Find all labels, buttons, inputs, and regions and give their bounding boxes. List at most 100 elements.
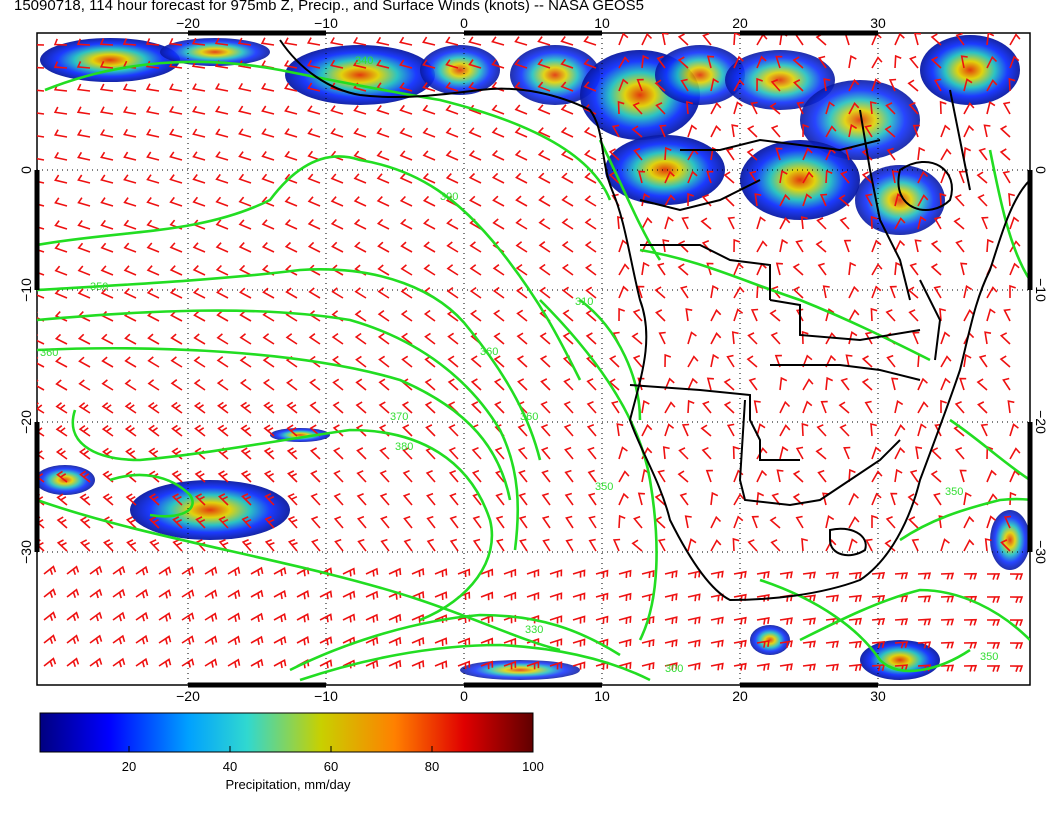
wind-barb <box>333 447 344 460</box>
wind-barb <box>940 148 952 161</box>
wind-barb <box>825 640 839 649</box>
wind-barb <box>871 514 878 528</box>
wind-barb <box>564 492 574 506</box>
wind-barb <box>469 195 482 207</box>
wind-barb <box>468 127 482 138</box>
wind-barb <box>215 196 229 207</box>
wind-barb <box>123 151 137 161</box>
wind-barb <box>586 378 597 391</box>
wind-barb <box>135 588 149 599</box>
wind-barb <box>330 59 344 69</box>
wind-barb <box>664 662 678 671</box>
wind-barb <box>986 238 994 253</box>
wind-barb <box>123 288 137 299</box>
wind-barb <box>825 354 837 368</box>
wind-barb <box>365 590 379 600</box>
wind-barb <box>681 216 689 230</box>
wind-barb <box>538 195 551 207</box>
wind-barb <box>769 309 781 322</box>
wind-barb <box>848 640 862 649</box>
wind-barb <box>296 636 310 646</box>
wind-barb <box>122 106 137 115</box>
wind-barb <box>284 173 298 184</box>
wind-barb <box>848 54 857 69</box>
wind-barb <box>632 354 643 368</box>
wind-barb <box>540 446 551 460</box>
wind-barb <box>779 400 791 414</box>
wind-barb <box>286 378 298 391</box>
wind-barb <box>977 194 988 207</box>
wind-barb <box>584 172 597 184</box>
wind-barb <box>986 101 996 115</box>
wind-barb <box>491 59 505 69</box>
wind-barb <box>687 331 697 345</box>
wind-barb <box>871 572 886 580</box>
wind-barb <box>402 492 413 506</box>
wind-barb <box>330 173 344 184</box>
wind-barb <box>148 447 160 460</box>
wind-barb <box>193 378 206 391</box>
wind-barb <box>801 330 809 345</box>
wind-barb <box>560 149 574 161</box>
wind-barb <box>560 104 574 115</box>
wind-barb <box>37 43 45 46</box>
wind-barb <box>403 538 413 552</box>
wind-barb <box>749 170 758 184</box>
wind-barb <box>446 264 459 276</box>
wind-barb <box>733 55 744 69</box>
wind-barb <box>54 220 68 230</box>
wind-barb <box>37 379 45 391</box>
wind-barb <box>376 218 390 230</box>
wind-barb <box>263 447 275 460</box>
wind-barb <box>954 194 965 207</box>
wind-barb <box>158 658 172 668</box>
contour-label: 310 <box>575 296 593 308</box>
wind-barb <box>958 170 966 184</box>
wind-barb <box>963 285 973 299</box>
wind-barb <box>53 129 68 138</box>
wind-barb <box>471 446 482 460</box>
wind-barb <box>664 593 678 602</box>
wind-barb <box>77 265 91 276</box>
wind-barb <box>917 377 928 391</box>
wind-barb <box>618 492 629 506</box>
wind-barb <box>871 263 883 276</box>
lon-label-top: −20 <box>176 15 200 31</box>
wind-barb <box>909 55 919 69</box>
wind-barb <box>261 105 275 115</box>
wind-barb <box>135 565 149 576</box>
wind-barb <box>636 78 644 92</box>
wind-barb <box>963 515 975 529</box>
wind-barb <box>664 570 678 579</box>
wind-barb <box>618 638 632 647</box>
wind-barb <box>838 401 850 414</box>
wind-barb <box>618 263 630 276</box>
wind-barb <box>334 538 344 552</box>
wind-barb <box>516 332 528 345</box>
wind-barb <box>217 401 229 414</box>
wind-barb <box>191 37 206 46</box>
wind-barb <box>917 216 927 230</box>
wind-barb <box>983 124 991 138</box>
wind-barb <box>307 196 321 207</box>
wind-barb <box>170 310 183 322</box>
wind-barb <box>678 240 689 253</box>
wind-barb <box>181 635 195 645</box>
wind-barb <box>37 248 45 253</box>
wind-barb <box>587 446 597 460</box>
wind-barb <box>825 571 839 580</box>
wind-barb <box>940 399 947 413</box>
wind-barb <box>848 516 860 529</box>
wind-barb <box>617 100 625 115</box>
wind-barb <box>917 170 929 184</box>
wind-barb <box>79 516 91 529</box>
wind-barb <box>802 663 816 671</box>
wind-barb <box>492 264 505 276</box>
wind-barb <box>399 59 413 69</box>
wind-barb <box>986 515 996 529</box>
wind-barb <box>656 55 666 69</box>
wind-barb <box>848 538 858 552</box>
wind-barb <box>238 82 252 92</box>
wind-barb <box>680 285 689 299</box>
wind-barb <box>241 538 252 552</box>
